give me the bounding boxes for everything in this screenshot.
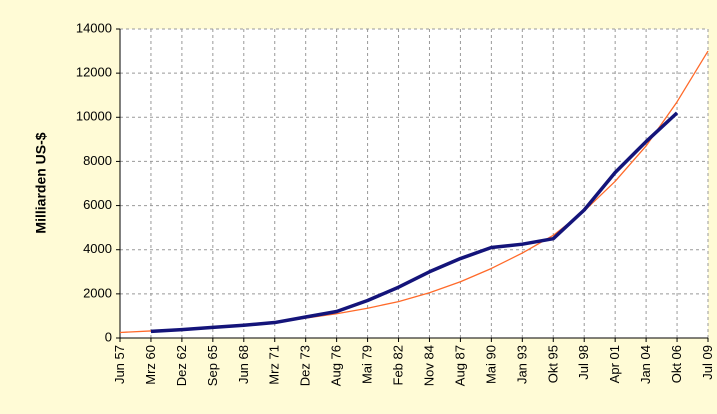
- x-tick-label: Mai 79: [360, 345, 375, 384]
- y-tick-label: 14000: [76, 20, 112, 35]
- series-line: [150, 111, 679, 334]
- x-tick-label: Feb 82: [391, 345, 406, 385]
- x-tick-label: Jun 68: [236, 345, 251, 384]
- x-tick-label: Apr 01: [607, 345, 622, 383]
- x-tick-label: Mrz 71: [267, 345, 282, 385]
- y-tick-label: 8000: [83, 153, 112, 168]
- y-axis-label: Milliarden US-$: [33, 132, 49, 233]
- y-tick-label: 6000: [83, 197, 112, 212]
- x-tick-label: Dez 73: [298, 345, 313, 386]
- x-tick-label: Jul 98: [576, 345, 591, 380]
- x-tick-label: Aug 76: [329, 345, 344, 386]
- x-tick-label: Dez 62: [174, 345, 189, 386]
- x-tick-label: Jul 09: [700, 345, 715, 380]
- x-tick-label: Okt 06: [669, 345, 684, 383]
- x-tick-label: Nov 84: [421, 345, 436, 386]
- x-tick-label: Jan 93: [514, 345, 529, 384]
- y-tick-label: 12000: [76, 65, 112, 80]
- y-tick-label: 4000: [83, 241, 112, 256]
- x-tick-label: Mai 90: [483, 345, 498, 384]
- x-tick-label: Aug 87: [452, 345, 467, 386]
- x-tick-label: Jan 04: [638, 345, 653, 384]
- x-tick-label: Jun 57: [112, 345, 127, 384]
- plot-area: [120, 29, 708, 338]
- x-tick-label: Okt 95: [545, 345, 560, 383]
- y-tick-label: 0: [105, 329, 112, 344]
- x-tick-label: Mrz 60: [143, 345, 158, 385]
- y-tick-label: 2000: [83, 285, 112, 300]
- x-tick-label: Sep 65: [205, 345, 220, 386]
- y-tick-label: 10000: [76, 109, 112, 124]
